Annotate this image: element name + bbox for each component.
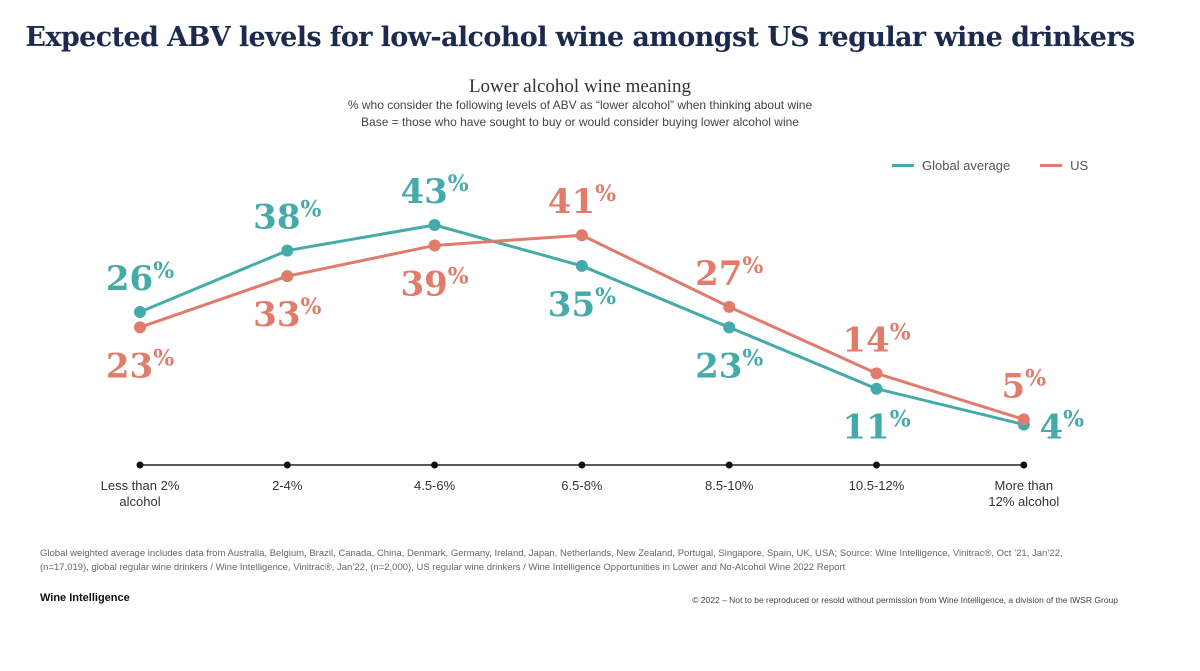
data-label-us: 33% [253,294,321,335]
footnote-line-2: (n=17,019), global regular wine drinkers… [40,562,846,573]
legend-item-us: US [1040,158,1088,173]
x-axis-tick [136,461,144,469]
x-tick-label: 12% alcohol [988,494,1059,509]
x-tick-label: 4.5-6% [414,478,456,493]
data-label-global: 35% [548,284,616,325]
data-point-global [428,219,441,231]
footnote: Global weighted average includes data fr… [40,547,1140,575]
data-label-global: 23% [695,345,763,386]
data-label-us: 5% [1002,365,1047,406]
data-label-us: 27% [695,253,763,294]
x-tick-label: Less than 2% [101,478,180,493]
data-label-global: 38% [253,197,321,238]
data-point-us [1017,413,1030,426]
data-point-us [575,229,588,242]
data-point-global [723,321,736,334]
copyright-notice: © 2022 – Not to be reproduced or resold … [692,595,1118,605]
x-tick-label: 8.5-10% [705,478,754,493]
data-label-us: 23% [106,345,174,386]
data-label-global: 4% [1040,407,1085,448]
chart-subtitle-base: Base = those who have sought to buy or w… [361,115,799,129]
footnote-line-1: Global weighted average includes data fr… [40,548,1063,559]
data-point-us [723,300,736,313]
data-point-global [870,382,883,395]
legend-label-global: Global average [922,158,1011,173]
data-label-global: 43% [400,171,468,212]
data-point-global [575,259,588,272]
chart-title: Lower alcohol wine meaning [468,76,692,97]
data-label-global: 11% [842,407,910,448]
x-axis-tick [1020,461,1028,469]
legend-label-us: US [1070,158,1089,173]
data-label-us: 14% [842,319,910,360]
x-tick-label: 2-4% [272,478,303,493]
chart-legend: Global average US [892,158,1088,173]
chart-subtitle-question: % who consider the following levels of A… [347,98,813,112]
x-tick-label: More than [995,478,1054,493]
legend-swatch-global [892,164,914,167]
data-point-us [870,367,883,380]
x-tick-label: alcohol [119,494,160,509]
x-axis-tick [283,461,291,469]
data-point-global [134,305,146,318]
legend-swatch-us [1040,164,1063,167]
x-axis-tick [578,461,586,469]
x-axis-tick [873,461,880,469]
x-axis-tick [725,461,733,469]
data-label-us: 39% [400,263,468,304]
data-point-us [281,270,294,283]
line-chart: Less than 2%alcohol 2-4% 4.5-6% 6.5-8% 8.5-1… [101,171,1085,509]
data-point-us [428,239,441,252]
data-point-global [281,244,294,257]
data-label-global: 26% [106,258,174,299]
x-axis-tick [431,461,439,469]
brand-name: Wine Intelligence [40,592,130,604]
data-label-us: 41% [548,181,616,222]
page-title: Expected ABV levels for low-alcohol wine… [25,22,1135,53]
x-tick-label: 10.5-12% [849,478,905,493]
data-point-us [134,321,146,334]
x-tick-label: 6.5-8% [561,478,603,493]
legend-item-global: Global average [892,158,1010,173]
